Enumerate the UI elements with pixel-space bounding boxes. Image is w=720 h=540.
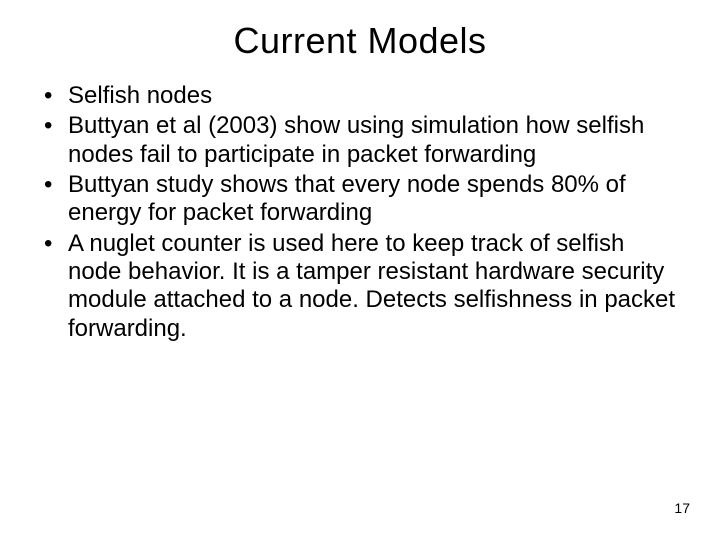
slide: Current Models Selfish nodes Buttyan et … [0,0,720,540]
bullet-item: A nuglet counter is used here to keep tr… [40,230,680,343]
slide-title: Current Models [0,0,720,72]
bullet-item: Selfish nodes [40,82,680,110]
slide-body: Selfish nodes Buttyan et al (2003) show … [0,72,720,343]
bullet-list: Selfish nodes Buttyan et al (2003) show … [40,82,680,343]
bullet-item: Buttyan et al (2003) show using simulati… [40,112,680,169]
page-number: 17 [674,500,690,516]
bullet-item: Buttyan study shows that every node spen… [40,171,680,228]
